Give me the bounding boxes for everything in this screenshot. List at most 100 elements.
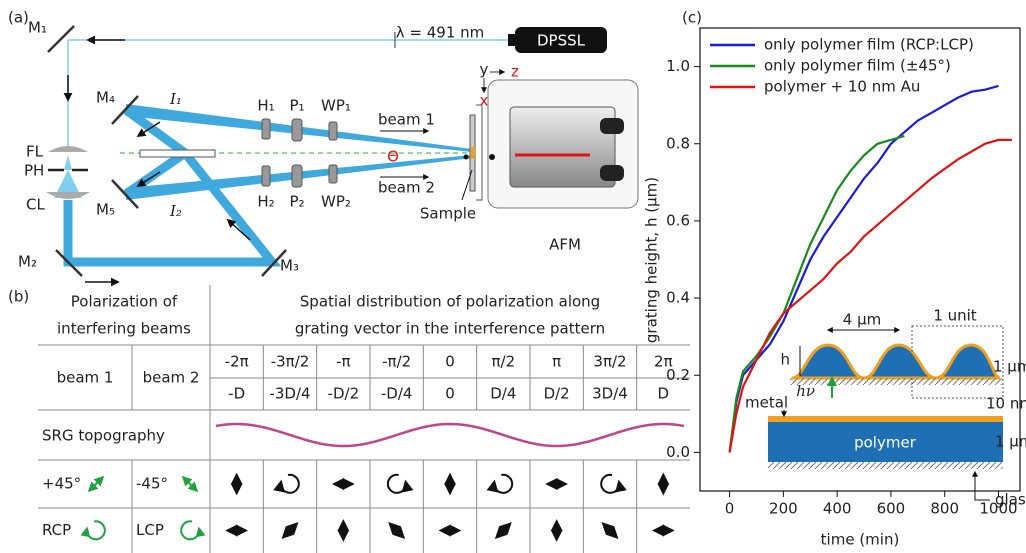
beam — [123, 106, 188, 157]
mirror — [261, 249, 287, 277]
shift: 3D/4 — [592, 385, 628, 403]
polarization-circle — [180, 520, 206, 541]
y-tick-label: 0.2 — [666, 366, 690, 384]
mirror — [111, 179, 139, 209]
shift: -D/2 — [328, 385, 360, 403]
shift: -D/4 — [381, 385, 413, 403]
pointer — [972, 470, 990, 501]
legend-label: polymer + 10 nm Au — [764, 78, 920, 96]
half-wave-plate — [261, 165, 271, 187]
mirror-label: M₂ — [18, 253, 37, 271]
shift: D — [658, 385, 670, 403]
row-label: RCP — [42, 521, 71, 539]
grating — [791, 343, 1001, 380]
mirror-label: M₅ — [96, 201, 115, 219]
annotation: 10 nm — [986, 395, 1026, 413]
intensity-label: I₂ — [169, 202, 182, 220]
shift: 0 — [445, 385, 455, 403]
mirror-label: M₁ — [28, 19, 47, 37]
wavelength: λ = 491 nm — [396, 24, 485, 42]
annotation: 4 µm — [843, 311, 881, 329]
annotation: h — [780, 351, 790, 369]
lens-label: CL — [26, 196, 45, 214]
polarization-arrow — [601, 522, 619, 539]
polarization-circle — [600, 473, 627, 494]
polarization-arrow — [181, 475, 199, 493]
x-tick-label: 800 — [930, 500, 959, 518]
phase: 3π/2 — [593, 353, 626, 371]
laser — [508, 34, 518, 46]
annotation: metal — [745, 394, 788, 412]
substrate — [768, 462, 1003, 469]
wave-plate — [328, 164, 338, 184]
plot-frame — [699, 27, 1021, 492]
annotation: glass — [995, 491, 1026, 509]
shift: D/4 — [490, 385, 516, 403]
phase: 2π — [654, 353, 673, 371]
mirror — [55, 249, 83, 277]
intensity-label: I₁ — [169, 90, 182, 108]
y-tick-label: 0.8 — [666, 134, 690, 152]
substrate — [790, 378, 1002, 385]
splitter — [139, 149, 216, 158]
polarization-table: (b) Polarization of interfering beams Spat… — [8, 285, 690, 553]
legend-label: only polymer film (RCP:LCP) — [764, 36, 974, 54]
shift: D/2 — [544, 385, 570, 403]
polarizer — [291, 164, 303, 188]
mirror-label: M₃ — [280, 257, 299, 275]
lens — [48, 146, 88, 152]
mirror-label: M₄ — [96, 89, 115, 107]
element-label: P₂ — [289, 193, 304, 211]
beam — [54, 170, 82, 198]
annotation: polymer — [854, 434, 917, 452]
row-label: LCP — [136, 521, 164, 539]
y-axis-label: grating height, h (µm) — [643, 177, 661, 343]
afm-part — [600, 118, 624, 134]
beam-label: beam 1 — [378, 111, 435, 129]
afm-part — [600, 165, 624, 181]
phase: π/2 — [492, 353, 516, 371]
annotation: 1 µm — [995, 433, 1026, 451]
polarization-arrow — [494, 522, 512, 539]
table-header: interfering beams — [57, 320, 191, 338]
axis-x: x — [480, 92, 489, 110]
element-label: H₁ — [257, 97, 274, 115]
sample-film — [471, 147, 475, 159]
beam-header: beam 2 — [143, 369, 200, 387]
chart: (c) time (min) grating height, h (µm) 4 … — [643, 9, 1026, 549]
mirror — [47, 25, 75, 53]
table-header: Polarization of — [71, 293, 178, 311]
y-tick-label: 1.0 — [666, 57, 690, 75]
polarization-arrow — [87, 475, 105, 493]
wave-plate — [328, 121, 338, 141]
polarizer — [291, 118, 303, 142]
phase: -3π/2 — [271, 353, 310, 371]
beam — [63, 150, 282, 267]
inset: 4 µm 1 unit h 1 µm hν 10 nm metal polyme… — [745, 307, 1026, 509]
x-tick-label: 400 — [823, 500, 852, 518]
y-tick-label: 0.4 — [666, 289, 690, 307]
axis-y: y — [480, 61, 489, 79]
srg-profile — [215, 422, 685, 448]
element-label: P₁ — [289, 97, 304, 115]
phase: π — [552, 353, 561, 371]
sample-label: Sample — [420, 205, 476, 223]
polarization-arrow — [388, 522, 406, 539]
phase: 0 — [445, 353, 455, 371]
phase: -2π — [225, 353, 249, 371]
arrow — [226, 218, 251, 241]
mirror — [111, 95, 139, 125]
panel-label: (a) — [8, 9, 29, 27]
element-label: WP₂ — [321, 193, 351, 211]
element-label: H₂ — [257, 193, 274, 211]
laser-label: DPSSL — [537, 32, 586, 50]
metal-layer — [768, 416, 1003, 422]
y-tick-label: 0.6 — [666, 211, 690, 229]
row-label: SRG topography — [42, 427, 165, 445]
legend-label: only polymer film (±45°) — [764, 57, 951, 75]
pointer — [461, 169, 473, 201]
x-axis-label: time (min) — [821, 531, 900, 549]
annotation: 1 unit — [933, 307, 976, 325]
